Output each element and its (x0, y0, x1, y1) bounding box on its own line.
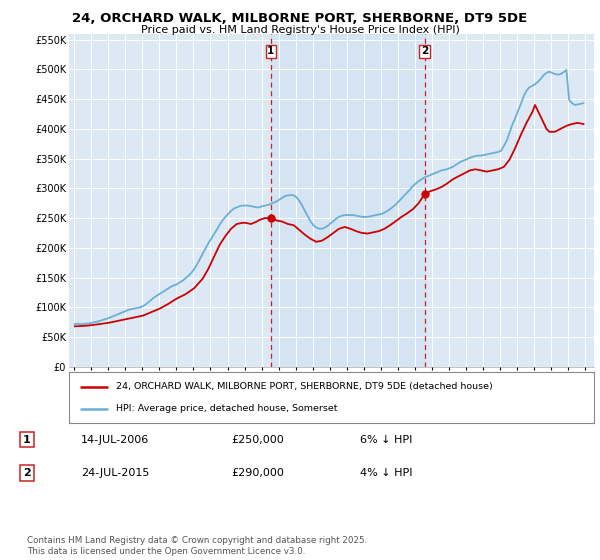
Text: 1: 1 (267, 46, 274, 57)
Text: Contains HM Land Registry data © Crown copyright and database right 2025.
This d: Contains HM Land Registry data © Crown c… (27, 536, 367, 556)
Text: 1: 1 (23, 435, 31, 445)
Bar (271, 34, 425, 367)
Text: 24, ORCHARD WALK, MILBORNE PORT, SHERBORNE, DT9 5DE (detached house): 24, ORCHARD WALK, MILBORNE PORT, SHERBOR… (116, 382, 493, 391)
Text: Price paid vs. HM Land Registry's House Price Index (HPI): Price paid vs. HM Land Registry's House … (140, 25, 460, 35)
Text: £290,000: £290,000 (231, 468, 284, 478)
Text: 24-JUL-2015: 24-JUL-2015 (81, 468, 149, 478)
Text: 2: 2 (421, 46, 428, 57)
Text: £250,000: £250,000 (231, 435, 284, 445)
Text: 2: 2 (23, 468, 31, 478)
Text: 24, ORCHARD WALK, MILBORNE PORT, SHERBORNE, DT9 5DE: 24, ORCHARD WALK, MILBORNE PORT, SHERBOR… (73, 12, 527, 25)
Text: 14-JUL-2006: 14-JUL-2006 (81, 435, 149, 445)
Text: 6% ↓ HPI: 6% ↓ HPI (360, 435, 412, 445)
Text: HPI: Average price, detached house, Somerset: HPI: Average price, detached house, Some… (116, 404, 338, 413)
Text: 4% ↓ HPI: 4% ↓ HPI (360, 468, 413, 478)
